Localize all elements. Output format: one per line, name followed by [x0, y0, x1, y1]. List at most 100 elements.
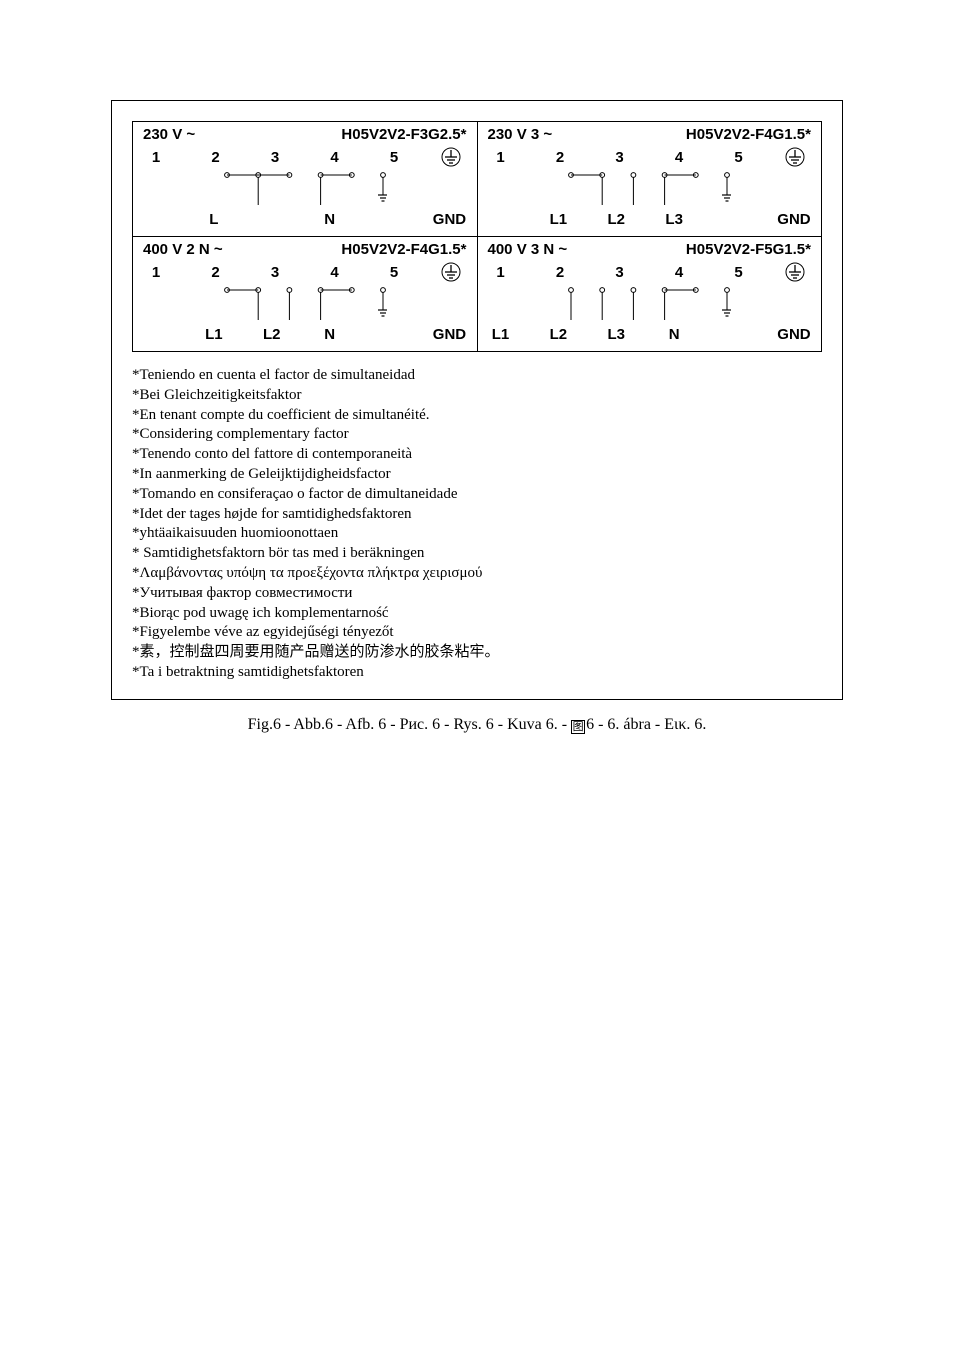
cable-label: H05V2V2-F4G1.5*	[341, 241, 466, 258]
terminal-labels: L N GND	[139, 211, 471, 234]
terminal-wires	[567, 169, 731, 211]
terminal-label-3	[259, 211, 285, 228]
terminal-label-3: L3	[603, 326, 629, 343]
terminal-labels: L1 L2 L3 GND	[484, 211, 816, 234]
note-line-5: *In aanmerking de Geleijktijdigheidsfact…	[132, 465, 822, 485]
cable-label: H05V2V2-F5G1.5*	[686, 241, 811, 258]
terminal-label-2: L1	[201, 326, 227, 343]
voltage-label: 400 V 3 N ~	[488, 241, 568, 258]
terminal-3: 3	[607, 149, 633, 166]
voltage-label: 230 V ~	[143, 126, 195, 143]
diagram-cell-0: 230 V ~H05V2V2-F3G2.5* 1 2 3 4 5 L N GND	[133, 122, 478, 237]
note-line-10: *Λαμβάνοντας υπόψη τα προεξέχοντα πλήκτρ…	[132, 564, 822, 584]
diagram-cell-2: 400 V 2 N ~ H05V2V2-F4G1.5* 1 2 3 4 5 L1 L2 N GND	[133, 237, 478, 351]
terminal-4: 4	[322, 149, 348, 166]
terminal-6	[441, 262, 467, 282]
terminal-1: 1	[143, 149, 169, 166]
note-line-8: *yhtäaikaisuuden huomioonottaen	[132, 524, 822, 544]
diagram-header: 400 V 2 N ~ H05V2V2-F4G1.5*	[139, 241, 471, 262]
wiring-diagram-table: 230 V ~H05V2V2-F3G2.5* 1 2 3 4 5 L N GND 230 V 3…	[132, 121, 822, 352]
terminal-1: 1	[488, 264, 514, 281]
note-line-2: *En tenant compte du coefficient de simu…	[132, 406, 822, 426]
diagram-header: 230 V ~H05V2V2-F3G2.5*	[139, 126, 471, 147]
diagram-row-2: 400 V 2 N ~H05V2V2-F4G1.5*12345L1L2NGND …	[133, 237, 821, 351]
terminal-wires	[567, 284, 731, 326]
diagram-cell-3: 400 V 3 N ~ H05V2V2-F5G1.5* 1 2 3 4 5 L1 L2 L3 N GN…	[478, 237, 822, 351]
terminal-label-5	[375, 326, 401, 343]
terminal-label-6: GND	[432, 211, 466, 228]
terminal-4: 4	[322, 264, 348, 281]
terminal-2: 2	[547, 149, 573, 166]
terminal-numbers: 1 2 3 4 5	[484, 262, 816, 282]
terminal-label-6: GND	[432, 326, 466, 343]
terminal-label-1	[143, 326, 169, 343]
terminal-5: 5	[381, 149, 407, 166]
note-line-15: *Ta i betraktning samtidighetsfaktoren	[132, 663, 822, 683]
terminal-label-1: L1	[488, 326, 514, 343]
terminal-label-5	[719, 326, 745, 343]
terminal-label-6: GND	[777, 326, 811, 343]
terminal-label-5	[719, 211, 745, 228]
terminal-3: 3	[262, 149, 288, 166]
terminal-label-4: N	[317, 211, 343, 228]
notes-block: *Teniendo en cuenta el factor de simulta…	[112, 364, 842, 699]
terminal-label-4: L3	[661, 211, 687, 228]
terminal-numbers: 1 2 3 4 5	[484, 147, 816, 167]
terminal-5: 5	[726, 264, 752, 281]
figure-outer-box: 230 V ~H05V2V2-F3G2.5* 1 2 3 4 5 L N GND 230 V 3…	[111, 100, 843, 700]
terminal-label-3: L2	[259, 326, 285, 343]
terminal-label-2: L	[201, 211, 227, 228]
note-line-0: *Teniendo en cuenta el factor de simulta…	[132, 366, 822, 386]
terminal-4: 4	[666, 264, 692, 281]
terminal-3: 3	[262, 264, 288, 281]
terminal-6	[785, 262, 811, 282]
terminal-label-5	[375, 211, 401, 228]
terminal-5: 5	[381, 264, 407, 281]
terminal-2: 2	[547, 264, 573, 281]
diagram-header: 230 V 3 ~ H05V2V2-F4G1.5*	[484, 126, 816, 147]
caption-part-1: Fig.6 - Abb.6 - Afb. 6 - Рис. 6 - Rys. 6…	[248, 716, 571, 733]
terminal-4: 4	[666, 149, 692, 166]
note-line-9: * Samtidighetsfaktorn bör tas med i berä…	[132, 544, 822, 564]
terminal-1: 1	[143, 264, 169, 281]
terminal-3: 3	[607, 264, 633, 281]
terminal-1: 1	[488, 149, 514, 166]
terminal-label-3: L2	[603, 211, 629, 228]
terminal-label-2: L1	[545, 211, 571, 228]
note-line-1: *Bei Gleichzeitigkeitsfaktor	[132, 386, 822, 406]
terminal-2: 2	[203, 149, 229, 166]
terminal-labels: L1 L2 N GND	[139, 326, 471, 349]
terminal-label-2: L2	[545, 326, 571, 343]
note-line-12: *Biorąc pod uwagę ich komplementarność	[132, 604, 822, 624]
note-line-3: *Considering complementary factor	[132, 425, 822, 445]
terminal-wires	[223, 169, 387, 211]
terminal-6	[441, 147, 467, 167]
terminal-6	[785, 147, 811, 167]
terminal-label-6: GND	[777, 211, 811, 228]
cable-label: H05V2V2-F4G1.5*	[686, 126, 811, 143]
terminal-label-1	[143, 211, 169, 228]
caption-part-2: 6 - 6. ábra - Εικ. 6.	[586, 716, 706, 733]
terminal-label-4: N	[317, 326, 343, 343]
diagram-header: 400 V 3 N ~ H05V2V2-F5G1.5*	[484, 241, 816, 262]
note-line-13: *Figyelembe véve az egyidejűségi tényező…	[132, 623, 822, 643]
note-line-6: *Tomando en consiferaçao o factor de dim…	[132, 485, 822, 505]
voltage-label: 230 V 3 ~	[488, 126, 553, 143]
diagram-cell-1: 230 V 3 ~ H05V2V2-F4G1.5* 1 2 3 4 5 L1 L2 L3 GND	[478, 122, 822, 237]
note-line-7: *Idet der tages højde for samtidighedsfa…	[132, 505, 822, 525]
terminal-labels: L1 L2 L3 N GND	[484, 326, 816, 349]
terminal-numbers: 1 2 3 4 5	[139, 262, 471, 282]
terminal-2: 2	[203, 264, 229, 281]
terminal-numbers: 1 2 3 4 5	[139, 147, 471, 167]
note-line-4: *Tenendo conto del fattore di contempora…	[132, 445, 822, 465]
diagram-row-1: 230 V ~H05V2V2-F3G2.5* 1 2 3 4 5 L N GND 230 V 3…	[133, 122, 821, 237]
note-line-11: *Учитывая фактор совместимости	[132, 584, 822, 604]
terminal-5: 5	[726, 149, 752, 166]
terminal-label-1	[488, 211, 514, 228]
caption-cjk-box: 图	[571, 720, 585, 734]
terminal-label-4: N	[661, 326, 687, 343]
note-line-14: *素，控制盘四周要用随产品赠送的防渗水的胶条粘牢。	[132, 643, 822, 663]
terminal-wires	[223, 284, 387, 326]
voltage-label: 400 V 2 N ~	[143, 241, 223, 258]
figure-caption: Fig.6 - Abb.6 - Afb. 6 - Рис. 6 - Rys. 6…	[110, 716, 844, 734]
